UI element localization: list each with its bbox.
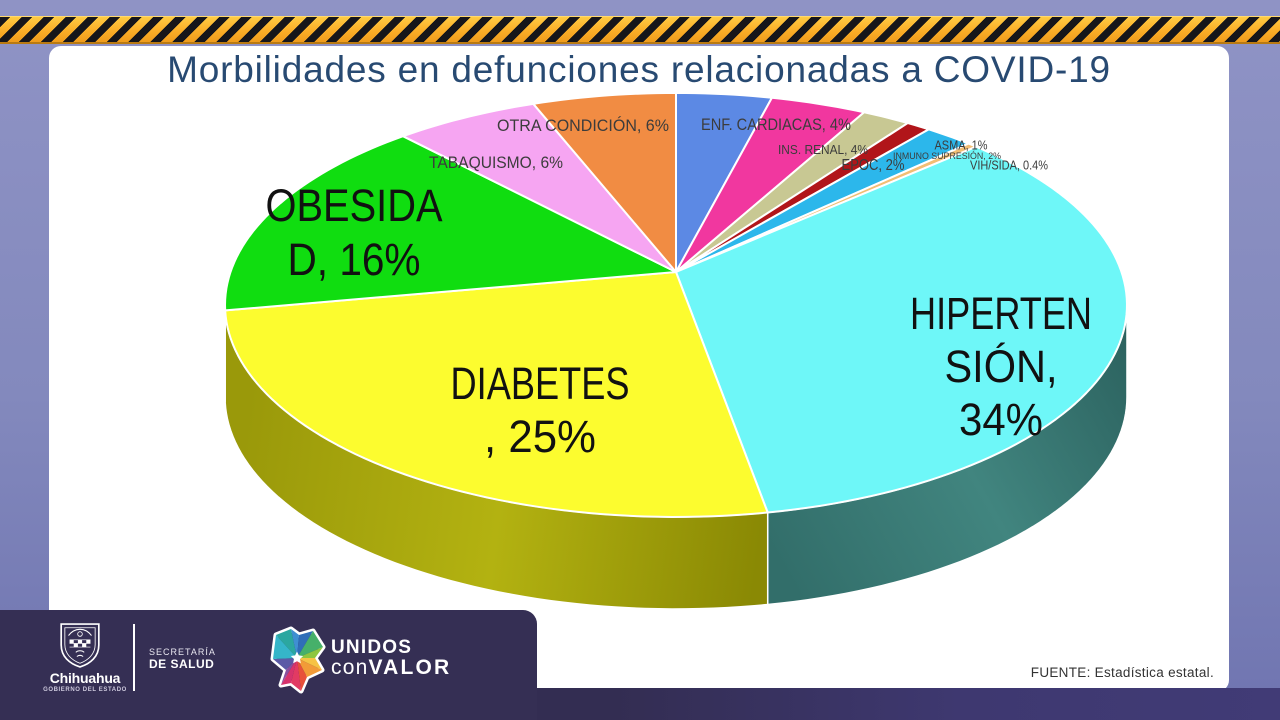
pie-label-enf-cardiacas-4: ENF. CARDIACAS, 4% [701, 115, 851, 134]
source-note: FUENTE: Estadística estatal. [1030, 665, 1214, 680]
map-facet [291, 629, 299, 658]
map-facet [297, 647, 323, 658]
secretariat-line2: DE SALUD [149, 657, 215, 671]
campaign-line1: UNIDOS [331, 637, 413, 658]
pie-slice-obesidad [224, 135, 677, 312]
pie-label-asma-1: ASMA, 1% [935, 138, 988, 153]
map-facet [297, 631, 323, 658]
pie-slice-tabaquismo [402, 102, 677, 273]
pie-label-epoc-2: EPOC, 2% [842, 157, 905, 174]
map-facet [297, 658, 307, 691]
map-facet [273, 658, 297, 670]
footer-logos: Chihuahua GOBIERNO DEL ESTADO SECRETARÍA… [0, 610, 537, 720]
chihuahua-crest-logo [60, 623, 100, 668]
pie-slice-epoc [675, 111, 909, 273]
pie-slice-otra-condici-n [532, 91, 677, 273]
pie-slice-diabetes [224, 271, 769, 518]
pie-label-vih-sida-0-4: VIH/SIDA, 0.4% [970, 158, 1048, 173]
campaign-line2: conVALOR [331, 656, 451, 680]
map-facet [291, 658, 301, 691]
pie-label-otra-condici-n-6: OTRA CONDICIÓN, 6% [497, 116, 669, 135]
pie-label-hiperten-si-n-34: HIPERTEN SIÓN, 34% [910, 288, 1092, 445]
map-facet [281, 658, 297, 685]
government-subtitle: GOBIERNO DEL ESTADO [43, 687, 127, 693]
campaign-valor: VALOR [368, 656, 452, 679]
secretariat-line1: SECRETARÍA [149, 647, 216, 657]
pie-label-obesida-d-16: OBESIDA D, 16% [266, 180, 443, 285]
government-name: Chihuahua [49, 670, 121, 686]
map-facet [276, 629, 297, 658]
pie-slice-ins-renal [675, 96, 866, 273]
pie-label-inmuno-supresi-n-2: INMUNO SUPRESIÓN, 2% [893, 151, 1002, 162]
map-facet [297, 658, 322, 677]
map-facet [273, 635, 297, 659]
map-center-star [290, 651, 304, 664]
campaign-con: con [331, 656, 369, 679]
caution-tape [0, 16, 1280, 44]
pie-label-ins-renal-4: INS. RENAL, 4% [778, 142, 868, 157]
chihuahua-map-logo [270, 626, 326, 694]
footer-divider [133, 624, 135, 691]
slide-title: Morbilidades en defunciones relacionadas… [167, 49, 1111, 90]
pie-label-tabaquismo-6: TABAQUISMO, 6% [429, 153, 563, 172]
pie-label-diabetes-25: DIABETES, 25% [451, 358, 630, 462]
pie-slice-hipertensi-n [675, 145, 1128, 514]
